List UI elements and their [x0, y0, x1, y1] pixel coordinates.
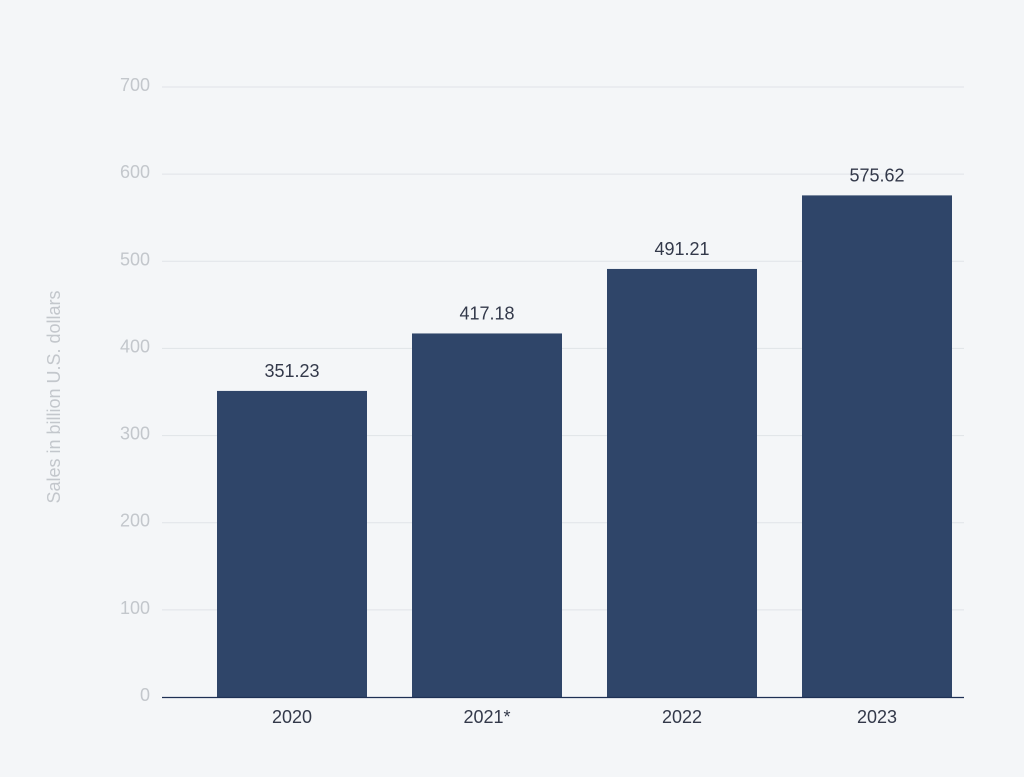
bar: [217, 390, 367, 697]
y-tick-label: 500: [120, 249, 150, 269]
y-tick-label: 200: [120, 511, 150, 531]
x-tick-label: 2023: [857, 707, 897, 727]
data-label: 575.62: [849, 165, 904, 185]
x-tick-label: 2021*: [463, 707, 510, 727]
y-tick-label: 100: [120, 598, 150, 618]
y-tick-label: 400: [120, 336, 150, 356]
y-axis-ticks: 0 100 200 300 400 500 600 700: [120, 75, 150, 705]
data-label: 491.21: [654, 239, 709, 259]
bar: [802, 195, 952, 697]
x-tick-label: 2020: [272, 707, 312, 727]
bar: [412, 333, 562, 697]
data-label: 417.18: [459, 303, 514, 323]
x-axis-ticks: 2020 2021* 2022 2023: [272, 707, 897, 727]
bars: [217, 195, 952, 697]
y-tick-label: 0: [140, 685, 150, 705]
bar: [607, 268, 757, 697]
data-label: 351.23: [264, 361, 319, 381]
x-tick-label: 2022: [662, 707, 702, 727]
y-tick-label: 300: [120, 424, 150, 444]
y-tick-label: 600: [120, 162, 150, 182]
y-tick-label: 700: [120, 75, 150, 95]
data-labels: 351.23 417.18 491.21 575.62: [264, 165, 904, 381]
y-axis-title: Sales in billion U.S. dollars: [44, 290, 64, 503]
